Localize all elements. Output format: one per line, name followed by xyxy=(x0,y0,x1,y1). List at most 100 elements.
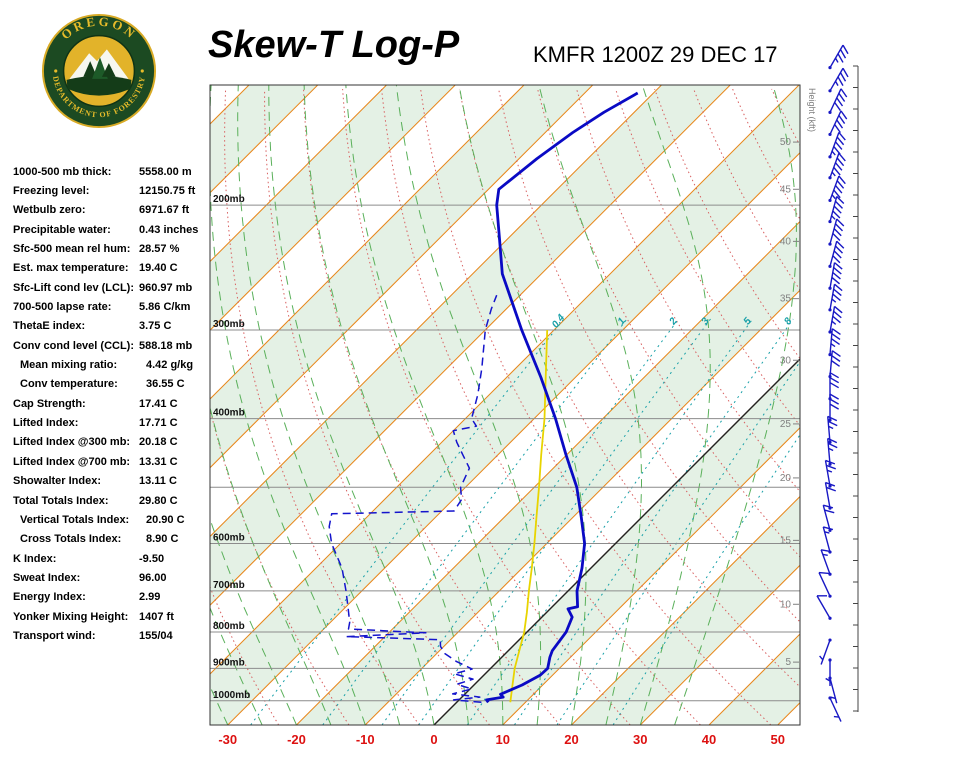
index-label: ThetaE index: xyxy=(13,320,86,333)
svg-text:300mb: 300mb xyxy=(213,319,245,330)
svg-text:1000mb: 1000mb xyxy=(213,690,250,701)
index-row: ThetaE index: 3.75 C xyxy=(13,317,213,336)
index-label: Precipitable water: xyxy=(13,223,111,236)
svg-text:30: 30 xyxy=(780,355,792,366)
index-value: 12150.75 ft xyxy=(139,185,196,198)
temperature-trace xyxy=(485,91,639,704)
index-label: Est. max temperature: xyxy=(13,262,129,275)
index-value: 96.00 xyxy=(139,571,167,584)
index-label: Lifted Index @700 mb: xyxy=(13,455,131,468)
svg-text:5: 5 xyxy=(785,657,791,668)
dewpoint-trace xyxy=(328,294,498,704)
index-row: Lifted Index @300 mb: 20.18 C xyxy=(13,433,213,452)
logo-ground xyxy=(66,75,132,96)
index-label: Yonker Mixing Height: xyxy=(13,610,129,623)
barb-height-scale xyxy=(853,65,859,712)
svg-text:700mb: 700mb xyxy=(213,580,245,591)
index-label: Sweat Index: xyxy=(13,571,81,584)
index-row: Energy Index: 2.99 xyxy=(13,588,213,607)
index-label: Total Totals Index: xyxy=(13,494,109,507)
logo-tree-right xyxy=(101,63,116,77)
index-value: 155/04 xyxy=(139,629,173,642)
index-label: Wetbulb zero: xyxy=(13,204,86,217)
index-value: 5.86 C/km xyxy=(139,301,191,314)
index-row: Precipitable water: 0.43 inches xyxy=(13,220,213,239)
index-value: 8.90 C xyxy=(146,533,179,546)
height-axis-title: Height (kft) xyxy=(807,88,817,132)
index-value: 19.40 C xyxy=(139,262,178,275)
index-value: 5558.00 m xyxy=(139,165,192,178)
index-value: 20.18 C xyxy=(139,436,178,449)
zero-isotherm-line xyxy=(433,358,800,725)
moist-adiabats xyxy=(210,85,797,725)
index-value: 4.42 g/kg xyxy=(146,359,194,372)
svg-text:20: 20 xyxy=(564,732,578,747)
svg-text:800mb: 800mb xyxy=(213,621,245,632)
index-row: Sfc-500 mean rel hum: 28.57 % xyxy=(13,239,213,258)
index-label: Conv cond level (CCL): xyxy=(13,339,135,352)
pressure-gridlines xyxy=(210,204,800,702)
index-label: 1000-500 mb thick: xyxy=(13,165,112,178)
index-row: Lifted Index: 17.71 C xyxy=(13,413,213,432)
index-row: Mean mixing ratio: 4.42 g/kg xyxy=(13,355,213,374)
index-value: 20.90 C xyxy=(146,513,185,526)
index-row: Transport wind: 155/04 xyxy=(13,626,213,645)
index-label: Vertical Totals Index: xyxy=(20,513,130,526)
logo-separator-right xyxy=(140,69,144,73)
svg-text:40: 40 xyxy=(702,732,716,747)
index-value: 0.43 inches xyxy=(139,223,199,236)
svg-text:30: 30 xyxy=(633,732,647,747)
svg-text:15: 15 xyxy=(780,535,792,546)
index-row: Cross Totals Index: 8.90 C xyxy=(13,530,213,549)
odf-logo: OREGON DEPARTMENT OF FORESTRY xyxy=(41,13,157,129)
svg-text:600mb: 600mb xyxy=(213,532,245,543)
logo-separator-left xyxy=(54,69,58,73)
svg-text:20: 20 xyxy=(780,473,792,484)
index-row: K Index: -9.50 xyxy=(13,549,213,568)
svg-text:0: 0 xyxy=(430,732,437,747)
index-value: 588.18 mb xyxy=(139,339,193,352)
index-label: Mean mixing ratio: xyxy=(20,359,118,372)
index-row: 700-500 lapse rate: 5.86 C/km xyxy=(13,297,213,316)
index-label: Energy Index: xyxy=(13,591,86,604)
index-label: Showalter Index: xyxy=(13,475,102,488)
index-row: 1000-500 mb thick: 5558.00 m xyxy=(13,162,213,181)
index-row: Sfc-Lift cond lev (LCL): 960.97 mb xyxy=(13,278,213,297)
svg-text:35: 35 xyxy=(780,294,792,305)
svg-text:3: 3 xyxy=(700,316,712,328)
index-value: 13.31 C xyxy=(139,455,178,468)
index-label: Lifted Index @300 mb: xyxy=(13,436,131,449)
index-row: Wetbulb zero: 6971.67 ft xyxy=(13,201,213,220)
svg-text:400mb: 400mb xyxy=(213,408,245,419)
index-value: 1407 ft xyxy=(139,610,174,623)
index-row: Yonker Mixing Height: 1407 ft xyxy=(13,607,213,626)
svg-text:200mb: 200mb xyxy=(213,194,245,205)
index-value: 28.57 % xyxy=(139,243,180,256)
index-row: Conv temperature: 36.55 C xyxy=(13,375,213,394)
dry-adiabats xyxy=(210,88,800,725)
index-label: Transport wind: xyxy=(13,629,96,642)
index-value: 960.97 mb xyxy=(139,281,193,294)
logo-tree-left xyxy=(83,61,98,77)
index-label: Cross Totals Index: xyxy=(20,533,122,546)
svg-text:-30: -30 xyxy=(218,732,237,747)
index-value: 13.11 C xyxy=(139,475,177,488)
index-label: Freezing level: xyxy=(13,185,90,198)
index-row: Cap Strength: 17.41 C xyxy=(13,394,213,413)
index-label: K Index: xyxy=(13,552,57,565)
index-row: Showalter Index: 13.11 C xyxy=(13,472,213,491)
svg-text:-10: -10 xyxy=(356,732,375,747)
index-label: Sfc-500 mean rel hum: xyxy=(13,243,131,256)
index-row: Total Totals Index: 29.80 C xyxy=(13,491,213,510)
index-value: 29.80 C xyxy=(139,494,178,507)
svg-text:8: 8 xyxy=(782,316,794,328)
height-axis-labels: 50 45 40 35 30 25 20 15 10 5 xyxy=(780,137,799,668)
index-row: Lifted Index @700 mb: 13.31 C xyxy=(13,452,213,471)
chart-border xyxy=(209,84,801,726)
svg-text:-20: -20 xyxy=(287,732,306,747)
index-value: 17.71 C xyxy=(139,417,178,430)
svg-text:45: 45 xyxy=(780,184,792,195)
index-row: Conv cond level (CCL): 588.18 mb xyxy=(13,336,213,355)
svg-text:25: 25 xyxy=(780,419,792,430)
